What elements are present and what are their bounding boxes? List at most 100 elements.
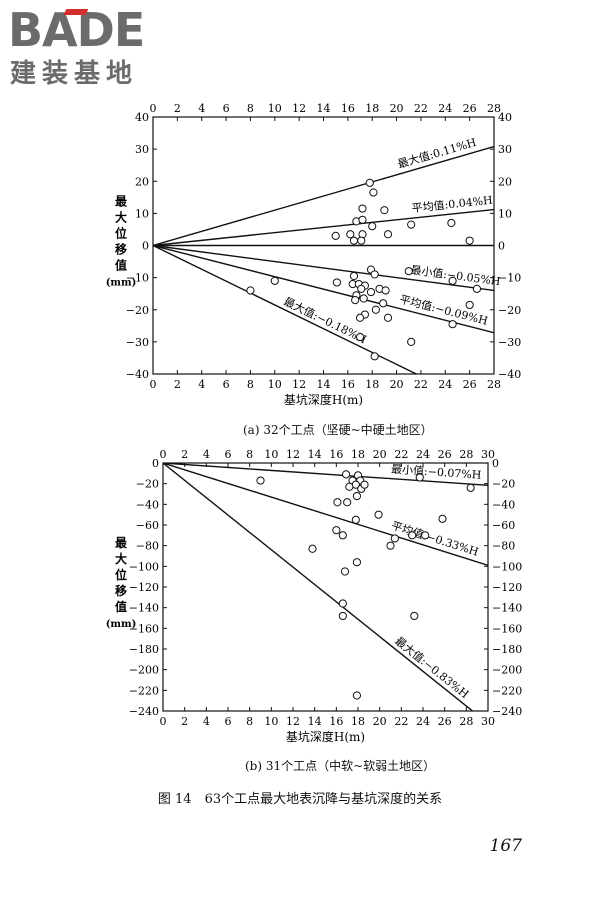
y-tick-label-right: −220 — [492, 684, 522, 697]
chart-b: 0022446688101012121414161618182020222224… — [106, 448, 523, 744]
x-tick-label-top: 8 — [246, 448, 253, 461]
reference-line-1 — [153, 208, 494, 247]
y-axis-label-char: 最 — [115, 195, 128, 209]
x-tick-label-bottom: 28 — [487, 378, 501, 391]
y-tick-label-right: 10 — [498, 207, 512, 220]
data-points — [256, 470, 475, 700]
x-tick-label-top: 22 — [414, 102, 428, 115]
y-tick-label-right: −200 — [492, 664, 522, 677]
x-tick-label-top: 24 — [416, 448, 430, 461]
y-tick-label-left: −220 — [129, 684, 159, 697]
y-tick-label-right: 20 — [498, 175, 512, 188]
x-tick-label-top: 2 — [174, 102, 181, 115]
data-point — [341, 470, 351, 479]
x-tick-label-top: 2 — [181, 448, 188, 461]
x-tick-label-bottom: 8 — [247, 378, 254, 391]
y-axis-label-char: (mm) — [106, 278, 137, 289]
y-tick-label-left: −20 — [136, 478, 159, 491]
data-point — [368, 222, 377, 231]
x-tick-label-top: 16 — [329, 448, 343, 461]
x-tick-label-top: 18 — [351, 448, 365, 461]
data-point — [366, 287, 376, 297]
x-tick-label-bottom: 22 — [394, 715, 408, 728]
data-point — [352, 558, 362, 567]
logo-subtitle: 建装基地 — [10, 59, 139, 89]
data-point — [349, 271, 359, 281]
y-tick-label-left: −240 — [129, 705, 159, 718]
x-tick-label-top: 12 — [286, 448, 300, 461]
data-point — [438, 514, 447, 523]
reference-line-0 — [163, 463, 488, 487]
y-tick-label-left: −120 — [129, 581, 159, 594]
y-tick-label-right: −60 — [492, 519, 515, 532]
x-tick-label-bottom: 16 — [341, 378, 355, 391]
x-tick-label-top: 6 — [223, 102, 230, 115]
y-tick-label-right: −10 — [498, 272, 521, 285]
reference-lines — [153, 145, 494, 374]
data-point — [352, 691, 362, 700]
y-tick-label-right: 40 — [498, 111, 512, 124]
x-tick-label-top: 24 — [438, 102, 452, 115]
x-tick-label-top: 4 — [203, 448, 210, 461]
y-tick-label-left: −60 — [136, 519, 159, 532]
x-tick-label-top: 12 — [292, 102, 306, 115]
data-point — [407, 337, 416, 346]
x-tick-label-bottom: 0 — [150, 378, 157, 391]
panel-b-caption: (b) 31个工点（中软~软弱土地区） — [245, 759, 436, 773]
logo: BADE 建装基地 — [8, 4, 178, 94]
x-tick-label-top: 20 — [390, 102, 404, 115]
y-tick-label-left: −100 — [129, 560, 159, 573]
reference-line-label-0: 最小值:−0.07%H — [391, 463, 482, 482]
data-point — [332, 278, 341, 287]
y-tick-label-left: 10 — [135, 207, 149, 220]
reference-lines — [163, 463, 488, 711]
x-tick-label-bottom: 18 — [365, 378, 379, 391]
data-point — [358, 204, 367, 213]
data-point — [355, 313, 365, 322]
y-tick-label-left: −40 — [136, 498, 159, 511]
y-tick-label-right: −20 — [498, 304, 521, 317]
y-tick-label-right: −120 — [492, 581, 522, 594]
reference-line-label-2: 最大值:−0.83%H — [392, 634, 471, 701]
data-point — [381, 286, 390, 295]
x-tick-label-bottom: 6 — [223, 378, 230, 391]
x-tick-label-bottom: 8 — [246, 715, 253, 728]
x-tick-label-top: 20 — [373, 448, 387, 461]
x-tick-label-bottom: 24 — [416, 715, 430, 728]
data-point — [332, 526, 341, 535]
data-point — [369, 188, 378, 197]
x-tick-label-top: 14 — [308, 448, 322, 461]
data-point — [357, 236, 366, 245]
y-tick-label-left: −40 — [126, 368, 149, 381]
reference-line-3 — [153, 244, 494, 292]
data-point — [466, 483, 475, 492]
y-tick-label-right: −30 — [498, 336, 521, 349]
data-point — [256, 476, 265, 485]
data-point — [308, 544, 317, 553]
page-number: 167 — [489, 836, 522, 856]
data-point — [351, 296, 360, 305]
x-tick-label-bottom: 20 — [373, 715, 387, 728]
y-tick-label-right: 0 — [498, 240, 505, 253]
data-point — [383, 230, 393, 239]
reference-line-5 — [153, 244, 418, 374]
x-tick-label-top: 14 — [317, 102, 331, 115]
data-point — [352, 491, 362, 501]
y-tick-label-left: 0 — [142, 240, 149, 253]
data-point — [407, 220, 416, 229]
data-point — [340, 567, 350, 576]
data-point — [359, 294, 368, 303]
x-tick-label-top: 8 — [247, 102, 254, 115]
y-axis-label-char: 最 — [115, 536, 128, 550]
y-axis-label-char: 位 — [115, 226, 127, 241]
x-tick-label-bottom: 0 — [160, 715, 167, 728]
y-tick-label-left: −10 — [126, 272, 149, 285]
y-tick-label-left: −200 — [129, 664, 159, 677]
data-point — [465, 236, 474, 245]
x-tick-label-bottom: 18 — [351, 715, 365, 728]
y-tick-label-right: 0 — [492, 457, 499, 470]
x-axis-label: 基坑深度H(m) — [286, 729, 365, 744]
data-point — [346, 230, 355, 239]
y-tick-label-right: −100 — [492, 560, 522, 573]
y-tick-label-right: −240 — [492, 705, 522, 718]
